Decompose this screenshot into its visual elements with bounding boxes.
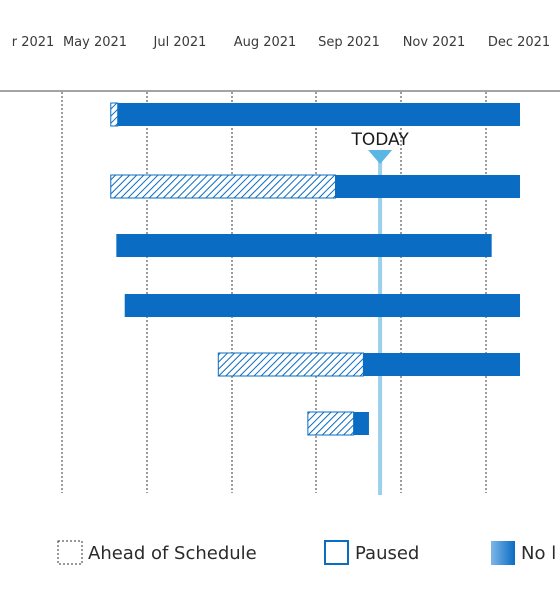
- task-bar: [353, 412, 369, 435]
- task-bar: [116, 234, 492, 257]
- x-tick-label: Nov 2021: [403, 35, 466, 50]
- task-bar: [117, 103, 520, 126]
- legend-swatch-paused: [324, 540, 349, 565]
- gridlines: [61, 92, 487, 493]
- legend-label: No l: [521, 543, 556, 564]
- ahead-segment: [110, 174, 337, 199]
- legend-swatch-normal: [491, 541, 515, 565]
- task-bar: [124, 294, 520, 317]
- x-tick-label: May 2021: [63, 35, 127, 50]
- legend-label: Ahead of Schedule: [88, 543, 257, 564]
- legend: Ahead of Schedule Paused No l: [57, 540, 556, 565]
- today-label: TODAY: [350, 130, 409, 150]
- x-axis-ticks: r 2021 May 2021 Jul 2021 Aug 2021 Sep 2021 No…: [12, 35, 550, 50]
- task-bars: [110, 102, 520, 436]
- legend-swatch-ahead: [57, 540, 83, 565]
- today-marker-group: TODAY: [350, 130, 409, 495]
- x-tick-label: Dec 2021: [488, 35, 550, 50]
- x-tick-label: Jul 2021: [153, 35, 207, 50]
- task-bar: [335, 175, 520, 198]
- x-tick-label: Sep 2021: [318, 35, 380, 50]
- ahead-segment: [217, 352, 364, 377]
- x-tick-label: r 2021: [12, 35, 55, 50]
- ahead-segment: [110, 102, 119, 127]
- ahead-segment: [307, 411, 355, 436]
- x-tick-label: Aug 2021: [234, 35, 297, 50]
- legend-label: Paused: [355, 543, 419, 564]
- today-marker: [368, 150, 393, 164]
- task-bar: [363, 353, 520, 376]
